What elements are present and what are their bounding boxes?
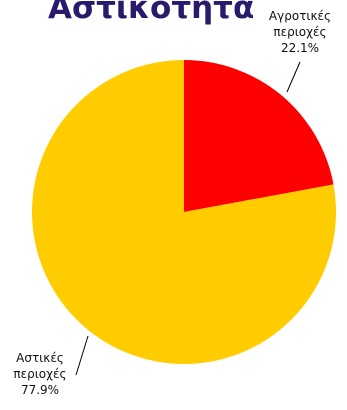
- pie-slice-1: [32, 60, 336, 364]
- slice-label-line: περιοχές: [273, 25, 326, 39]
- chart-title: Αστικότητα: [48, 0, 255, 26]
- slice-label-line: περιοχές: [13, 367, 66, 381]
- slice-label-1: Αστικές περιοχές 77.9%: [13, 351, 66, 397]
- slice-label-line: 22.1%: [281, 41, 319, 55]
- slice-label-line: Αγροτικές: [269, 9, 331, 23]
- slice-label-line: 77.9%: [21, 383, 59, 397]
- slice-label-0: Αγροτικές περιοχές 22.1%: [269, 9, 331, 55]
- pie-slice-0: [184, 60, 334, 212]
- slice-label-line: Αστικές: [16, 351, 64, 365]
- leader-line-1: [75, 335, 89, 376]
- leader-line-0: [286, 61, 301, 93]
